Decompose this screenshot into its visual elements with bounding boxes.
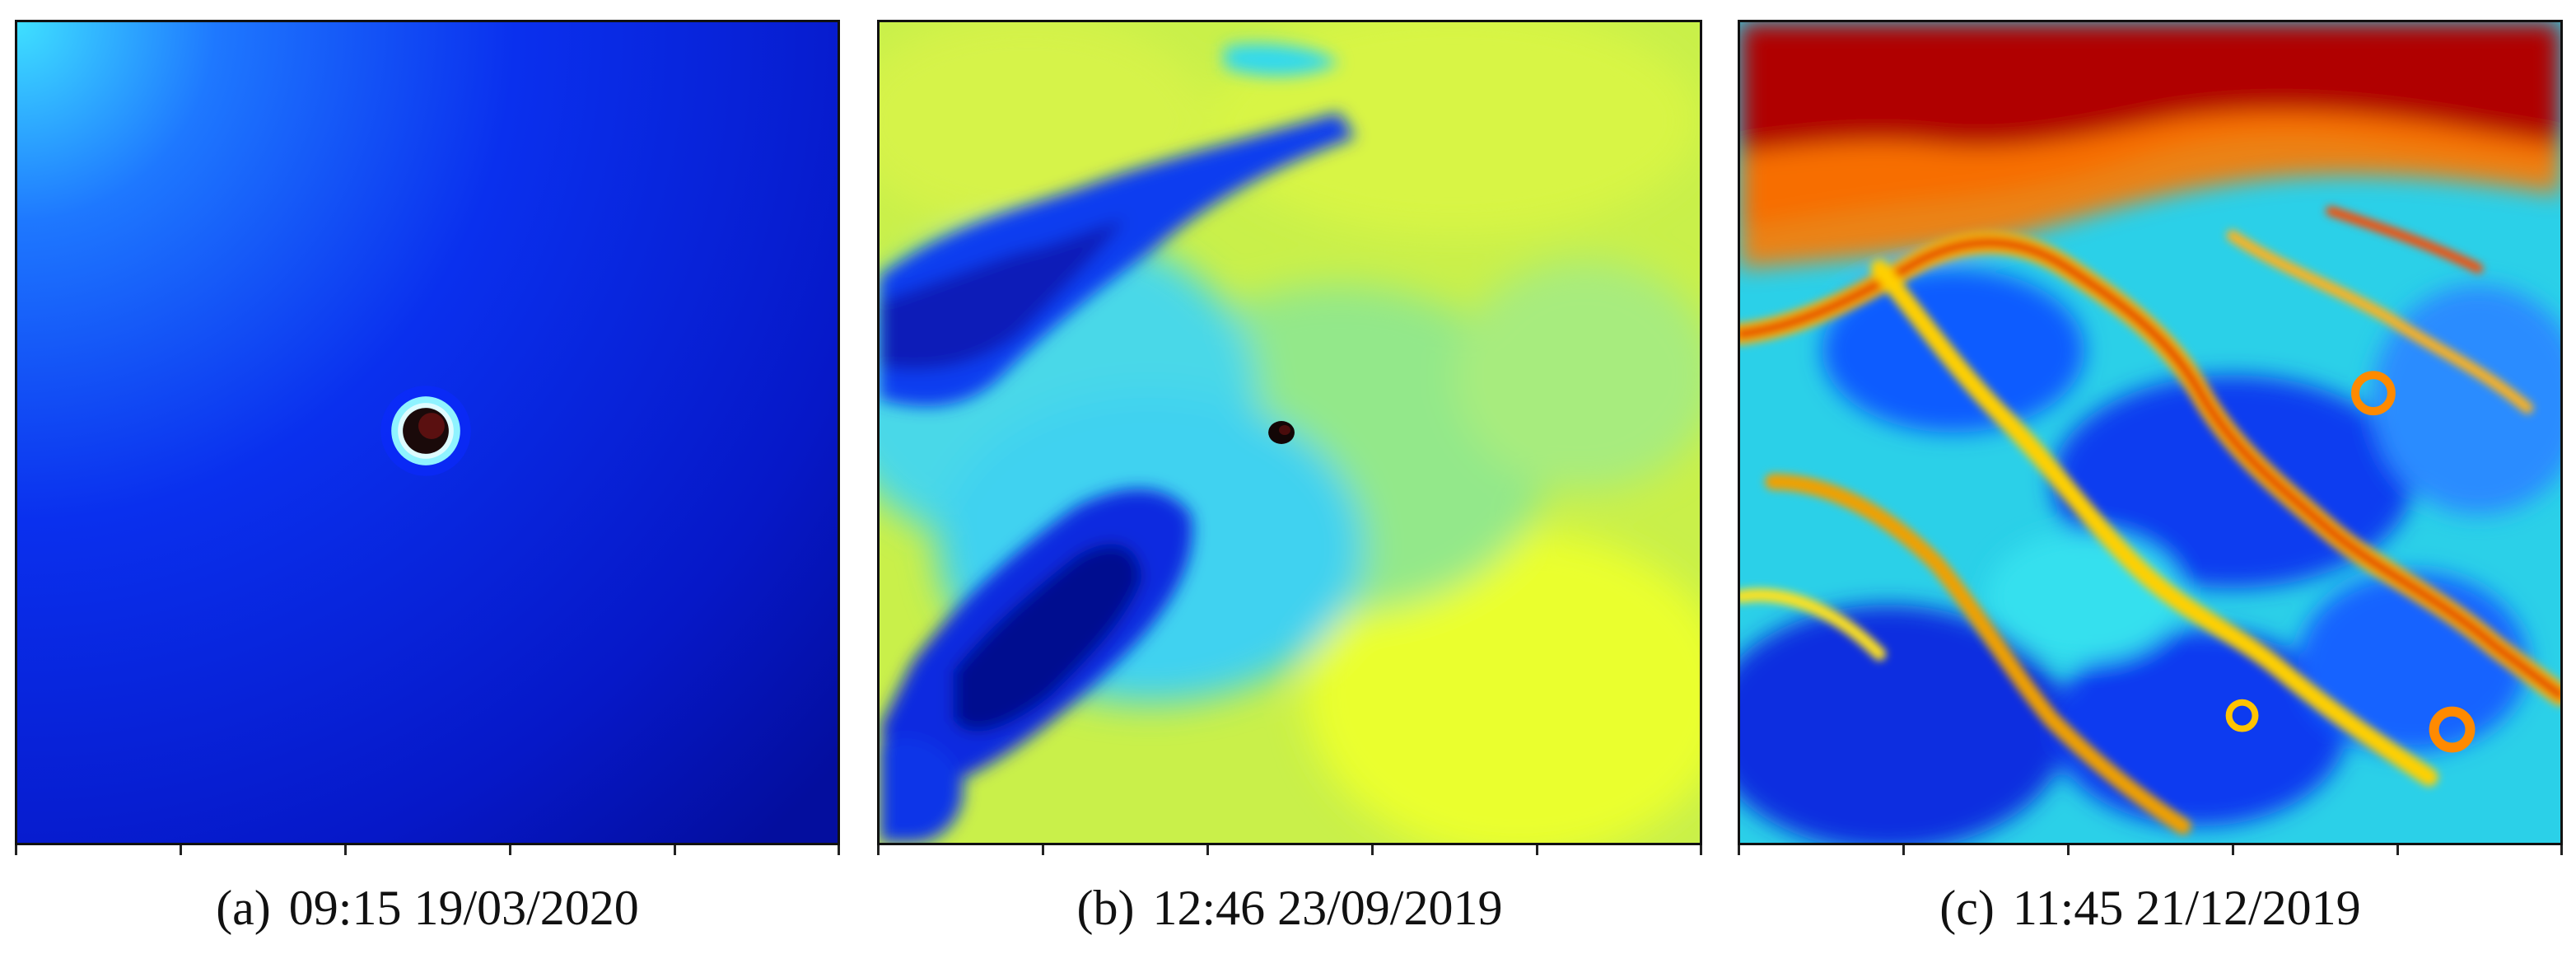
caption-b: (b) 12:46 23/09/2019	[877, 875, 1702, 941]
caption-c: (c) 11:45 21/12/2019	[1738, 875, 2563, 941]
ticks-a	[15, 845, 840, 857]
tick	[344, 845, 347, 855]
tick	[180, 845, 182, 855]
caption-label: (c)	[1939, 881, 1995, 935]
caption-label: (b)	[1076, 881, 1135, 935]
caption-label: (a)	[216, 881, 271, 935]
tick	[1902, 845, 1905, 855]
tick	[509, 845, 511, 855]
tick	[1206, 845, 1209, 855]
ticks-b	[877, 845, 1702, 857]
caption-timestamp: 11:45 21/12/2019	[2012, 881, 2361, 935]
caption-timestamp: 12:46 23/09/2019	[1152, 881, 1503, 935]
tick	[1738, 845, 1740, 855]
ticks-c	[1738, 845, 2563, 857]
tick	[838, 845, 840, 855]
tick	[1371, 845, 1374, 855]
tick	[1536, 845, 1538, 855]
heatmap-image-b	[880, 22, 1700, 843]
tick	[2396, 845, 2399, 855]
heatmap-panel-a	[15, 20, 840, 845]
tick	[2232, 845, 2234, 855]
tick	[877, 845, 880, 855]
tick	[2067, 845, 2070, 855]
tick	[1042, 845, 1044, 855]
heatmap-panel-c	[1738, 20, 2563, 845]
heatmap-panel-b	[877, 20, 1702, 845]
tick	[15, 845, 17, 855]
tick	[2560, 845, 2563, 855]
caption-timestamp: 09:15 19/03/2020	[288, 881, 639, 935]
tick	[1700, 845, 1702, 855]
tick	[674, 845, 676, 855]
heatmap-image-a	[17, 22, 838, 843]
caption-a: (a) 09:15 19/03/2020	[15, 875, 840, 941]
heatmap-image-c	[1740, 22, 2560, 843]
